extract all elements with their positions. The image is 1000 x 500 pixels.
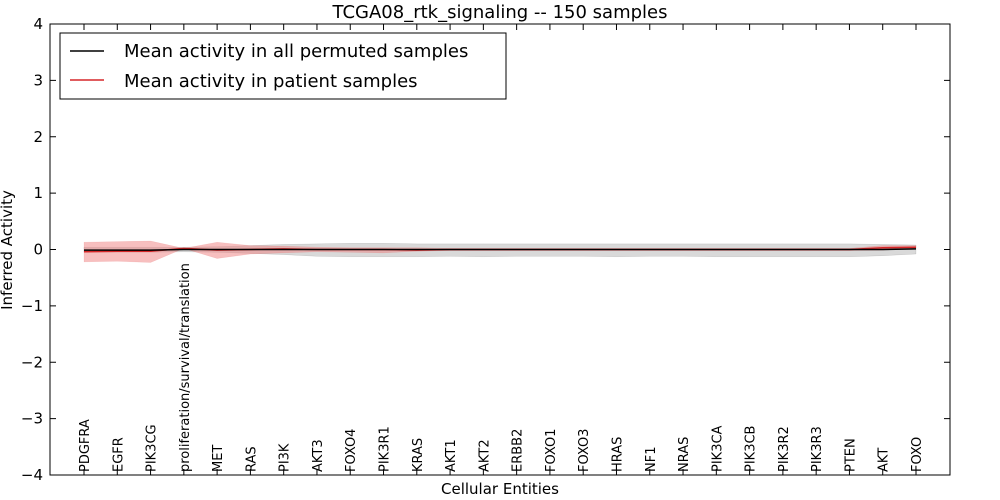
x-tick-label: PIK3CB <box>744 426 759 472</box>
x-tick-label: ERBB2 <box>511 429 526 472</box>
y-tick-label: 0 <box>33 241 43 259</box>
band-patient <box>83 240 917 263</box>
x-tick-label: NRAS <box>677 437 692 472</box>
x-tick-label: FOXO3 <box>577 429 592 472</box>
y-axis-label: Inferred Activity <box>0 190 16 310</box>
x-tick-label: KRAS <box>411 438 426 472</box>
y-tick-label: −4 <box>21 466 43 484</box>
x-tick-label: AKT1 <box>444 439 459 472</box>
y-tick-label: 1 <box>33 184 43 202</box>
x-axis-ticks: PDGFRA EGFR PIK3CG proliferation/survival/t… <box>78 24 925 475</box>
y-tick-label: 3 <box>33 71 43 89</box>
x-tick-label: HRAS <box>610 437 625 472</box>
x-tick-label: PIK3R3 <box>810 426 825 472</box>
x-tick-label: PTEN <box>843 438 858 472</box>
y-tick-label: 4 <box>33 15 43 33</box>
x-tick-label: FOXO1 <box>544 429 559 472</box>
x-tick-label: EGFR <box>111 437 126 472</box>
x-axis-label: Cellular Entities <box>441 480 559 498</box>
x-tick-label: PIK3R2 <box>777 426 792 472</box>
x-tick-label: PIK3CA <box>710 425 725 472</box>
y-tick-label: −1 <box>21 297 43 315</box>
x-tick-label: AKT3 <box>311 439 326 472</box>
line-permuted <box>84 248 917 251</box>
y-tick-label: −2 <box>21 353 43 371</box>
x-tick-label: FOXO4 <box>344 429 359 472</box>
x-tick-label: proliferation/survival/translation <box>178 263 193 472</box>
x-tick-label: RAS <box>244 446 259 472</box>
legend-box <box>59 32 507 100</box>
legend-entry-patient: Mean activity in patient samples <box>124 71 418 92</box>
chart-title: TCGA08_rtk_signaling -- 150 samples <box>332 2 668 23</box>
legend: Mean activity in all permuted samples Me… <box>59 32 507 100</box>
plot-area: −4 −3 −2 −1 0 1 2 3 4 PDGFRA EGFR PIK3CG proliferat… <box>21 15 951 484</box>
series-lines <box>83 246 917 253</box>
x-tick-label: MET <box>211 445 226 472</box>
x-tick-label: AKT <box>877 448 892 472</box>
y-axis-ticks: −4 −3 −2 −1 0 1 2 3 4 <box>21 15 950 484</box>
x-tick-label: NF1 <box>644 447 659 472</box>
y-tick-label: −3 <box>21 410 43 428</box>
x-tick-label: PIK3CG <box>145 424 160 472</box>
x-tick-label: PDGFRA <box>78 419 93 472</box>
x-tick-label: FOXO <box>910 437 925 472</box>
x-tick-label: PIK3R1 <box>378 426 393 472</box>
legend-entry-permuted: Mean activity in all permuted samples <box>124 41 468 62</box>
x-tick-label: AKT2 <box>477 439 492 472</box>
y-tick-label: 2 <box>33 128 43 146</box>
x-tick-label: PI3K <box>278 443 293 472</box>
